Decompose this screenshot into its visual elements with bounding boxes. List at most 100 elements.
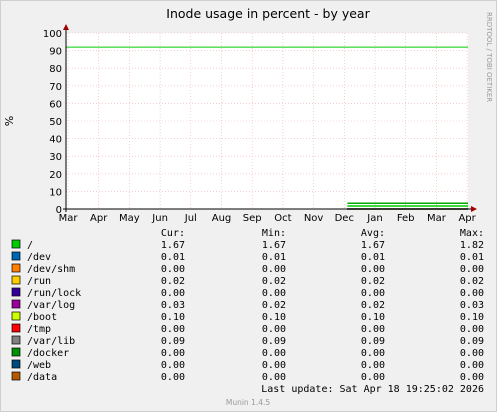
- legend-series-name: /var/log: [27, 300, 75, 311]
- legend-value-min: 0.00: [262, 264, 286, 275]
- y-tick-label: 90: [49, 47, 62, 58]
- x-tick-label: Aug: [212, 213, 232, 224]
- legend-value-min: 0.02: [262, 276, 286, 287]
- y-tick-label: 30: [49, 152, 62, 163]
- x-tick-label: Nov: [304, 213, 324, 224]
- legend-value-max: 0.00: [460, 264, 484, 275]
- legend-swatch: [11, 335, 21, 345]
- legend-swatch: [11, 251, 21, 261]
- legend-swatch: [11, 347, 21, 357]
- legend-value-max: 0.00: [460, 324, 484, 335]
- legend-value-cur: 0.02: [161, 276, 185, 287]
- legend-value-min: 0.10: [262, 312, 286, 323]
- munin-version: Munin 1.4.5: [226, 398, 271, 407]
- y-tick-label: 0: [56, 205, 62, 216]
- legend-value-cur: 0.00: [161, 360, 185, 371]
- legend-series-name: /dev: [27, 252, 51, 263]
- x-tick-label: Jun: [151, 213, 168, 224]
- legend-value-max: 0.03: [460, 300, 484, 311]
- legend-value-max: 0.09: [460, 336, 484, 347]
- legend-series-name: /boot: [27, 312, 57, 323]
- legend-value-min: 1.67: [262, 240, 286, 251]
- legend-value-max: 0.00: [460, 360, 484, 371]
- legend-series-name: /dev/shm: [27, 264, 75, 275]
- y-tick-label: 20: [49, 170, 62, 181]
- y-tick-labels: 0 10 20 30 40 50 60 70 80 90 100: [43, 29, 62, 216]
- y-tick-label: 70: [49, 82, 62, 93]
- x-tick-label: Mar: [59, 213, 79, 224]
- legend-header-avg: Avg:: [361, 228, 385, 239]
- x-tick-label: Dec: [335, 213, 354, 224]
- y-tick-label: 80: [49, 64, 62, 75]
- legend-series-name: /tmp: [27, 324, 51, 335]
- legend-swatch: [11, 239, 21, 249]
- legend-value-cur: 0.00: [161, 372, 185, 383]
- x-tick-label: Apr: [90, 213, 108, 224]
- legend: Cur: Min: Avg: Max: / 1.67 1.67 1.67 1.82/dev 0.0…: [11, 228, 484, 383]
- legend-series-name: /web: [27, 360, 51, 371]
- x-axis-arrow: [471, 206, 477, 212]
- legend-value-cur: 0.00: [161, 288, 185, 299]
- legend-value-max: 0.00: [460, 372, 484, 383]
- legend-swatch: [11, 287, 21, 297]
- rrdtool-watermark: RRDTOOL / TOBI OETIKER: [485, 12, 493, 102]
- legend-value-cur: 0.03: [161, 300, 185, 311]
- legend-value-cur: 0.01: [161, 252, 185, 263]
- legend-value-cur: 0.00: [161, 264, 185, 275]
- legend-value-avg: 0.02: [361, 276, 385, 287]
- legend-value-avg: 0.00: [361, 372, 385, 383]
- legend-swatch: [11, 371, 21, 381]
- legend-value-max: 0.10: [460, 312, 484, 323]
- legend-value-max: 0.00: [460, 288, 484, 299]
- legend-value-cur: 1.67: [161, 240, 185, 251]
- x-tick-label: Feb: [397, 213, 415, 224]
- legend-value-cur: 0.00: [161, 324, 185, 335]
- y-axis-label: %: [3, 116, 16, 126]
- legend-value-min: 0.01: [262, 252, 286, 263]
- legend-value-max: 1.82: [460, 240, 484, 251]
- x-tick-labels: Mar Apr May Jun Jul Aug Sep Oct Nov Dec Jan Feb Mar A…: [59, 213, 477, 224]
- legend-value-avg: 0.00: [361, 348, 385, 359]
- y-tick-label: 40: [49, 135, 62, 146]
- legend-swatch: [11, 275, 21, 285]
- legend-swatch: [11, 359, 21, 369]
- last-update-text: Last update: Sat Apr 18 19:25:02 2026: [261, 384, 484, 395]
- legend-value-min: 0.02: [262, 300, 286, 311]
- legend-value-min: 0.00: [262, 288, 286, 299]
- y-tick-label: 50: [49, 117, 62, 128]
- legend-value-min: 0.00: [262, 348, 286, 359]
- legend-swatch: [11, 299, 21, 309]
- x-tick-label: Sep: [243, 213, 262, 224]
- legend-value-avg: 0.00: [361, 264, 385, 275]
- legend-value-avg: 0.10: [361, 312, 385, 323]
- legend-swatch: [11, 263, 21, 273]
- legend-value-min: 0.00: [262, 360, 286, 371]
- legend-value-avg: 0.02: [361, 300, 385, 311]
- legend-value-min: 0.09: [262, 336, 286, 347]
- legend-header-max: Max:: [460, 228, 484, 239]
- legend-series-name: /var/lib: [27, 336, 75, 347]
- legend-value-avg: 0.00: [361, 324, 385, 335]
- legend-value-avg: 1.67: [361, 240, 385, 251]
- legend-value-min: 0.00: [262, 324, 286, 335]
- x-tick-label: May: [119, 213, 140, 224]
- y-tick-label: 10: [49, 187, 62, 198]
- legend-value-min: 0.00: [262, 372, 286, 383]
- legend-series-name: /run: [27, 276, 51, 287]
- legend-value-avg: 0.09: [361, 336, 385, 347]
- legend-value-max: 0.01: [460, 252, 484, 263]
- x-tick-label: Mar: [427, 213, 447, 224]
- legend-value-cur: 0.00: [161, 348, 185, 359]
- legend-value-max: 0.00: [460, 348, 484, 359]
- legend-value-avg: 0.00: [361, 288, 385, 299]
- legend-value-max: 0.02: [460, 276, 484, 287]
- x-tick-label: Jul: [184, 213, 197, 224]
- legend-header-min: Min:: [262, 228, 286, 239]
- legend-swatch: [11, 323, 21, 333]
- legend-value-avg: 0.00: [361, 360, 385, 371]
- legend-swatch: [11, 311, 21, 321]
- chart-title: Inode usage in percent - by year: [166, 6, 370, 21]
- y-tick-label: 100: [43, 29, 62, 40]
- legend-series-name: /data: [27, 372, 57, 383]
